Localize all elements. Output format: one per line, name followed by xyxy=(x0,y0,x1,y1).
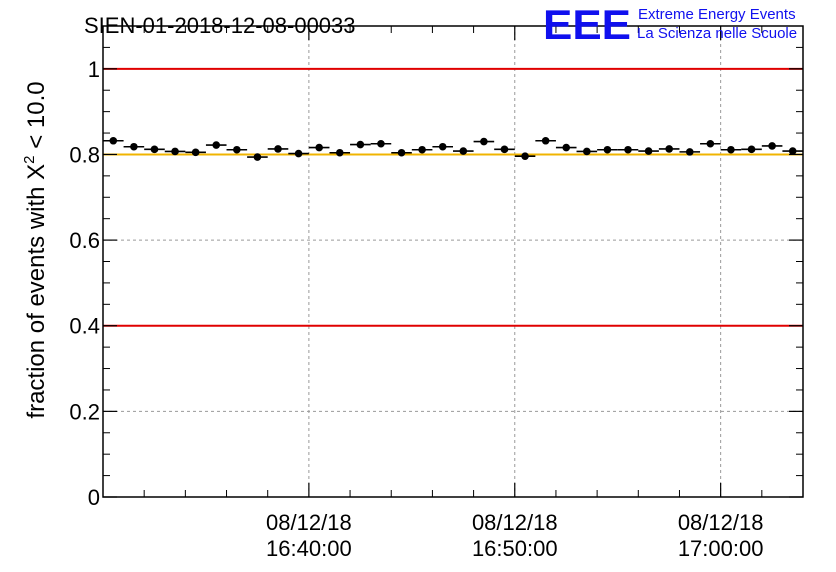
data-point-marker xyxy=(459,147,468,155)
data-point xyxy=(514,152,536,160)
y-label-superscript: 2 xyxy=(21,155,38,163)
data-point xyxy=(679,148,701,156)
data-point-marker xyxy=(480,137,488,146)
data-point-marker xyxy=(438,142,447,151)
data-point xyxy=(350,140,371,149)
y-tick-label: 0 xyxy=(88,485,100,510)
data-point-marker xyxy=(706,139,715,148)
logo-tagline-1: Extreme Energy Events xyxy=(638,6,796,23)
data-point-marker xyxy=(109,136,118,145)
x-tick-time: 16:40:00 xyxy=(266,536,352,561)
y-tick-label: 0.2 xyxy=(69,399,100,424)
data-point-marker xyxy=(212,141,221,149)
data-point xyxy=(597,145,618,154)
data-point-marker xyxy=(418,145,426,154)
data-point xyxy=(658,145,680,153)
y-tick-label: 0.4 xyxy=(69,314,100,339)
data-point xyxy=(247,153,268,161)
x-tick-date: 08/12/18 xyxy=(266,510,352,535)
data-point xyxy=(617,145,639,154)
y-tick-label: 0.6 xyxy=(69,228,100,253)
y-tick-label: 0.8 xyxy=(69,142,100,167)
data-point xyxy=(185,148,206,157)
data-point-marker xyxy=(233,145,241,154)
data-point xyxy=(720,145,742,154)
data-point-marker xyxy=(171,147,179,156)
tick-labels: 00.20.40.60.8108/12/1816:40:0008/12/1816… xyxy=(69,57,763,561)
data-point-marker xyxy=(294,149,303,158)
data-point xyxy=(453,147,474,155)
data-point-marker xyxy=(377,139,385,148)
data-point xyxy=(144,145,165,154)
y-axis-label: fraction of events with X2 < 10.0 xyxy=(21,81,50,418)
data-point xyxy=(411,145,433,154)
data-point-marker xyxy=(397,148,406,157)
data-point-marker xyxy=(644,147,653,155)
data-point xyxy=(267,145,289,153)
data-point-marker xyxy=(274,145,282,153)
grid-lines xyxy=(103,26,803,497)
data-points xyxy=(103,136,803,161)
logo-tagline-2: La Scienza nelle Scuole xyxy=(637,25,797,42)
data-point-marker xyxy=(130,142,138,151)
data-point xyxy=(741,145,762,154)
data-point xyxy=(473,137,495,146)
data-point xyxy=(555,143,577,152)
data-point-marker xyxy=(603,145,612,154)
reference-lines xyxy=(103,67,803,327)
data-point xyxy=(329,148,351,157)
chart-title: SIEN-01-2018-12-08-00033 xyxy=(84,13,356,38)
data-point-marker xyxy=(315,143,323,152)
data-point-marker xyxy=(191,148,200,157)
data-point-marker xyxy=(624,145,632,154)
data-point xyxy=(308,143,330,152)
data-point xyxy=(103,136,124,145)
data-point-marker xyxy=(541,136,550,145)
y-label-symbol: X xyxy=(23,164,50,180)
data-point-marker xyxy=(150,145,159,154)
data-point xyxy=(700,139,721,148)
data-point xyxy=(494,145,515,154)
data-point-marker xyxy=(500,145,509,154)
data-point xyxy=(576,147,598,156)
plot-frame xyxy=(102,25,804,498)
data-point-marker xyxy=(727,145,735,154)
data-point-marker xyxy=(665,145,673,153)
data-point xyxy=(638,147,659,155)
data-point xyxy=(164,147,186,156)
y-label-suffix: < 10.0 xyxy=(23,81,50,155)
data-point xyxy=(761,142,783,150)
y-tick-label: 1 xyxy=(88,57,100,82)
y-label-prefix: fraction of events with xyxy=(23,180,50,419)
axis-ticks xyxy=(103,26,803,498)
data-point-marker xyxy=(335,148,344,157)
data-point-marker xyxy=(788,147,797,155)
data-point xyxy=(391,148,412,157)
data-point-marker xyxy=(583,147,591,156)
data-point-marker xyxy=(356,140,365,149)
x-tick-date: 08/12/18 xyxy=(678,510,764,535)
data-point-marker xyxy=(747,145,756,154)
x-tick-time: 17:00:00 xyxy=(678,536,764,561)
data-point-marker xyxy=(768,142,776,150)
data-point xyxy=(226,145,248,154)
logo-eee-text: EEE xyxy=(543,1,631,48)
data-point xyxy=(432,142,453,151)
data-point-marker xyxy=(685,148,694,156)
eee-logo: EEE Extreme Energy Events La Scienza nel… xyxy=(543,1,797,48)
data-point-marker xyxy=(562,143,571,152)
x-tick-time: 16:50:00 xyxy=(472,536,558,561)
data-point xyxy=(782,147,803,155)
data-point xyxy=(123,142,145,151)
data-point-marker xyxy=(521,152,529,160)
data-point-marker xyxy=(253,153,262,161)
x-tick-date: 08/12/18 xyxy=(472,510,558,535)
data-point xyxy=(535,136,556,145)
data-point xyxy=(205,141,227,149)
data-point xyxy=(370,139,392,148)
data-point xyxy=(288,149,309,158)
